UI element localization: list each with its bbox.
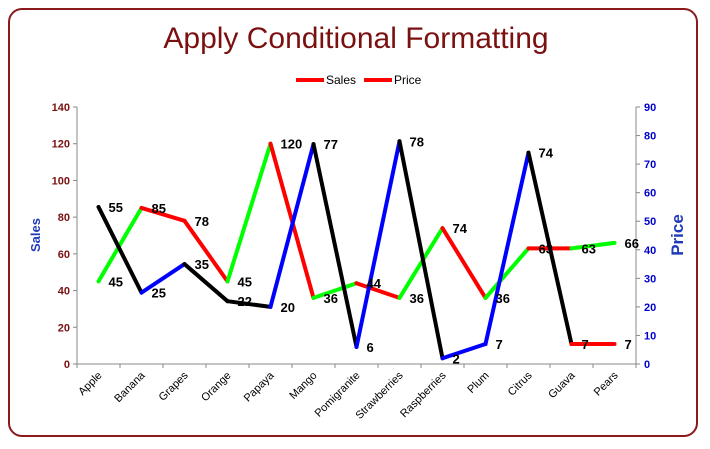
line-segment-sales bbox=[397, 226, 445, 300]
line-segment-sales bbox=[96, 205, 144, 284]
y2-tick-label: 0 bbox=[644, 359, 650, 371]
line-segment-sales bbox=[483, 246, 531, 300]
y2-tick-label: 10 bbox=[644, 330, 656, 342]
data-label-price: 2 bbox=[453, 351, 460, 366]
data-label-price: 35 bbox=[195, 257, 209, 272]
data-label-sales: 74 bbox=[453, 221, 468, 236]
data-label-sales: 45 bbox=[238, 274, 252, 289]
line-segment-price bbox=[483, 150, 531, 347]
x-tick-label: Guava bbox=[546, 369, 578, 401]
x-tick-label: Pears bbox=[592, 369, 621, 398]
x-tick-label: Grapes bbox=[157, 369, 191, 403]
line-segment-price bbox=[526, 150, 574, 347]
data-label-price: 22 bbox=[238, 294, 252, 309]
line-segment-price bbox=[96, 204, 144, 295]
line-segment-sales bbox=[139, 205, 187, 223]
y-tick-label: 80 bbox=[58, 212, 70, 224]
data-label-sales: 45 bbox=[109, 274, 123, 289]
x-tick-label: Plum bbox=[465, 370, 491, 396]
y2-tick-label: 30 bbox=[644, 273, 656, 285]
line-segment-sales bbox=[440, 226, 488, 300]
data-label-sales: 85 bbox=[152, 201, 166, 216]
data-label-sales: 66 bbox=[625, 236, 639, 251]
line-segment-price bbox=[182, 262, 230, 304]
data-label-price: 7 bbox=[582, 337, 589, 352]
line-segment-price bbox=[397, 139, 445, 361]
data-label-sales: 36 bbox=[324, 291, 338, 306]
y-tick-label: 100 bbox=[52, 175, 70, 187]
legend-label-sales: Sales bbox=[326, 73, 356, 87]
line-segment-price bbox=[311, 142, 359, 349]
y2-tick-label: 50 bbox=[644, 216, 656, 228]
line-segment-sales bbox=[182, 218, 230, 284]
data-label-price: 7 bbox=[625, 337, 632, 352]
data-label-sales: 63 bbox=[582, 241, 596, 256]
line-segment-sales bbox=[225, 141, 273, 284]
data-label-price: 55 bbox=[109, 200, 123, 215]
y2-tick-label: 80 bbox=[644, 131, 656, 143]
line-segment-sales bbox=[311, 281, 359, 300]
y2-tick-label: 70 bbox=[644, 159, 656, 171]
x-tick-label: Citrus bbox=[506, 369, 535, 398]
y2-tick-label: 40 bbox=[644, 245, 656, 257]
data-label-price: 20 bbox=[281, 300, 295, 315]
data-label-price: 77 bbox=[324, 137, 338, 152]
line-segment-sales bbox=[354, 281, 402, 300]
y-tick-label: 0 bbox=[64, 359, 70, 371]
y2-axis-title: Price bbox=[668, 214, 687, 256]
line-segment-price bbox=[440, 342, 488, 361]
legend-label-price: Price bbox=[394, 73, 422, 87]
line-segment-price bbox=[268, 142, 316, 309]
data-label-price: 78 bbox=[410, 134, 424, 149]
data-label-sales: 120 bbox=[281, 137, 303, 152]
chart-title: Apply Conditional Formatting bbox=[163, 22, 548, 55]
data-label-price: 6 bbox=[367, 340, 374, 355]
data-label-sales: 63 bbox=[539, 241, 553, 256]
x-tick-label: Mango bbox=[287, 370, 319, 402]
axes: 0 20 40 60 80 100 120 140 0 10 20 30 40 50 60 70 80 90 App… bbox=[52, 102, 657, 422]
y-tick-label: 120 bbox=[52, 139, 70, 151]
x-tick-label: Apple bbox=[76, 370, 104, 398]
legend: Sales Price bbox=[296, 73, 422, 87]
line-segment-price bbox=[139, 262, 187, 295]
y2-tick-label: 90 bbox=[644, 102, 656, 114]
series-lines bbox=[96, 139, 617, 361]
x-tick-label: Papaya bbox=[242, 369, 277, 404]
y-tick-label: 40 bbox=[58, 286, 70, 298]
data-label-sales: 44 bbox=[367, 276, 382, 291]
data-label-sales: 78 bbox=[195, 214, 209, 229]
x-tick-label: Raspberries bbox=[398, 369, 449, 420]
y-tick-label: 60 bbox=[58, 249, 70, 261]
line-segment-sales bbox=[569, 240, 617, 251]
line-segment-price bbox=[354, 139, 402, 349]
data-label-price: 74 bbox=[539, 146, 554, 161]
line-segment-price bbox=[225, 299, 273, 309]
data-label-price: 25 bbox=[152, 286, 166, 301]
x-tick-label: Banana bbox=[112, 369, 148, 405]
y2-tick-label: 60 bbox=[644, 188, 656, 200]
x-tick-label: Orange bbox=[199, 370, 233, 404]
y-tick-label: 20 bbox=[58, 322, 70, 334]
y-axis-title: Sales bbox=[28, 218, 43, 252]
y-tick-label: 140 bbox=[52, 102, 70, 114]
chart-frame bbox=[8, 8, 698, 437]
data-label-sales: 36 bbox=[496, 291, 510, 306]
data-label-sales: 36 bbox=[410, 291, 424, 306]
data-label-price: 7 bbox=[496, 337, 503, 352]
y2-tick-label: 20 bbox=[644, 302, 656, 314]
